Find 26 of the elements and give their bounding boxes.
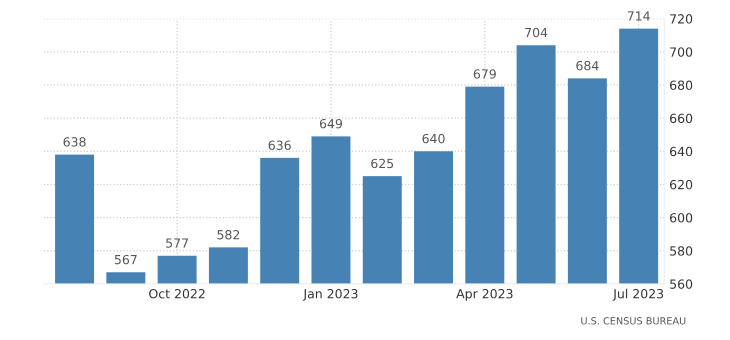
data-label: 636 [268, 140, 291, 150]
data-label: 640 [422, 134, 445, 144]
data-label: 567 [114, 254, 137, 264]
data-label: 679 [474, 69, 496, 79]
y-tick-label: 720 [670, 14, 692, 24]
y-tick-label: 620 [670, 180, 692, 190]
y-tick-label: 560 [670, 279, 692, 289]
y-tick-label: 660 [670, 114, 692, 124]
y-tick-label: 680 [670, 80, 692, 90]
data-label: 582 [217, 230, 240, 240]
data-label: 625 [371, 158, 394, 168]
data-label: 714 [628, 11, 650, 20]
data-label: 638 [64, 137, 86, 147]
y-tick-label: 640 [670, 146, 692, 156]
x-tick-label: Jul 2023 [612, 288, 664, 301]
y-tick-label: 580 [670, 246, 692, 256]
x-tick-label: Apr 2023 [456, 288, 513, 301]
y-tick-label: 700 [670, 47, 692, 57]
x-tick-label: Oct 2022 [149, 288, 205, 298]
data-label: 684 [576, 60, 599, 70]
x-tick-label: Jan 2023 [302, 288, 358, 301]
data-label: 577 [166, 238, 188, 248]
data-label: 649 [320, 118, 342, 128]
data-label: 704 [525, 28, 548, 38]
text: U.S. CENSUS BUREAU [581, 317, 686, 325]
y-tick-label: 600 [670, 213, 692, 223]
